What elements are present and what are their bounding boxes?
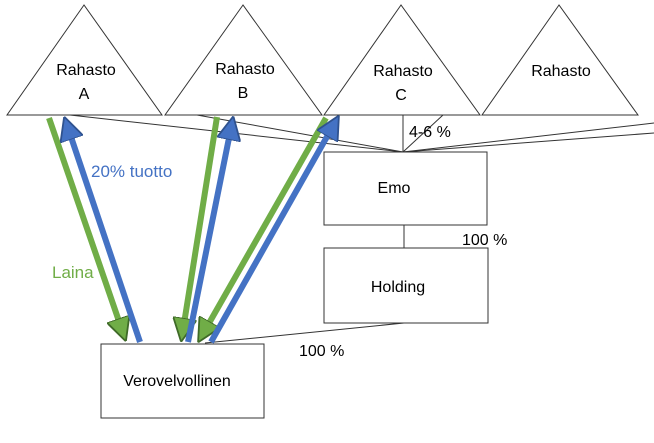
fund-ownership-percent: 4-6 % — [409, 124, 451, 141]
holding-taxpayer-percent: 100 % — [299, 343, 344, 360]
emo-label: Emo — [378, 180, 411, 197]
return-label: 20% tuotto — [91, 162, 172, 181]
emo-box[interactable] — [323, 151, 488, 226]
fund-b-label: Rahasto — [215, 61, 275, 78]
fund-d-triangle[interactable] — [481, 4, 639, 116]
loan-arrow-a — [46, 117, 122, 330]
taxpayer-label: Verovelvollinen — [123, 373, 231, 390]
loan-label: Laina — [52, 263, 94, 282]
holding-taxpayer-line — [204, 322, 405, 344]
fund-c-label: Rahasto — [373, 63, 433, 80]
loan-arrow-b — [183, 116, 220, 330]
fund-d-label: Rahasto — [531, 63, 591, 80]
fund-a-label: Rahasto — [56, 62, 116, 79]
fund-c-letter: C — [395, 87, 407, 104]
fund-b-triangle[interactable] — [164, 4, 323, 116]
return-arrow-a — [68, 128, 143, 343]
fund-b-letter: B — [238, 85, 249, 102]
taxpayer-box[interactable] — [100, 343, 265, 419]
holding-box[interactable] — [323, 247, 489, 324]
ownership-line-a — [69, 114, 404, 153]
ownership-line-f — [402, 132, 654, 153]
ownership-line-e — [402, 122, 654, 153]
return-arrow-c — [208, 126, 333, 344]
fund-a-triangle[interactable] — [6, 4, 163, 116]
emo-holding-percent: 100 % — [462, 232, 507, 249]
return-arrow-b — [185, 128, 231, 343]
holding-label: Holding — [371, 279, 425, 296]
fund-c-triangle[interactable] — [323, 4, 481, 116]
loan-arrow-c — [204, 116, 329, 332]
ownership-line-d — [402, 114, 444, 153]
fund-a-letter: A — [79, 86, 90, 103]
